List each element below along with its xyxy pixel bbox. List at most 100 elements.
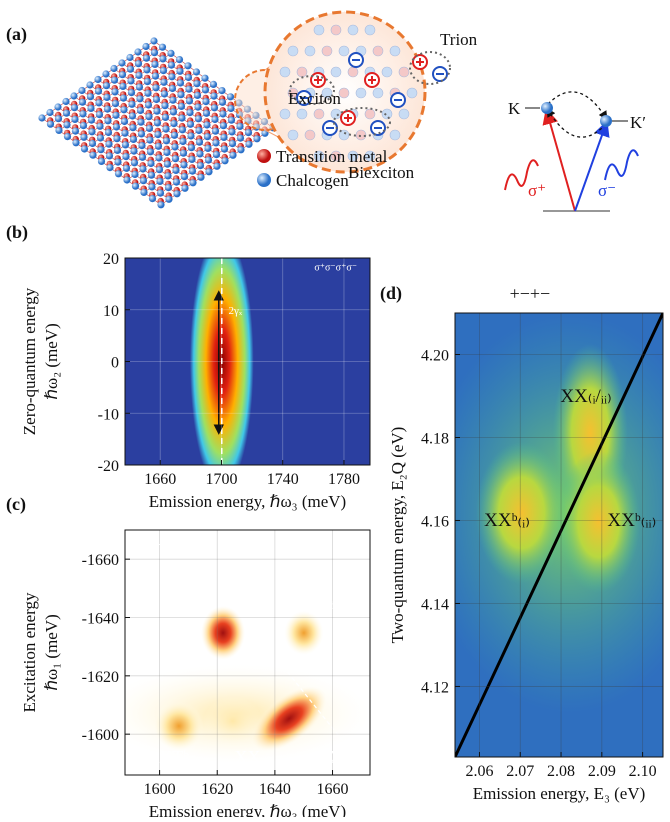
chalcogen-atom (228, 140, 237, 148)
x-tick-label: 1620 (201, 781, 233, 798)
zoom-atom (398, 108, 410, 120)
chalcogen-atom (177, 91, 185, 99)
chalcogen-atom (211, 127, 220, 135)
chalcogen-atom (164, 172, 172, 180)
chalcogen-atom (146, 136, 154, 144)
x-tick-label: 2.06 (465, 763, 493, 780)
chalcogen-atom (118, 59, 126, 67)
annotation: +−+− (133, 538, 167, 554)
chalcogen-atom (130, 159, 139, 167)
zoom-atom (355, 129, 367, 141)
chalcogen-atom (196, 162, 205, 170)
chalcogen-atom (135, 83, 144, 91)
chalcogen-atom (139, 177, 148, 185)
zoom-atom (389, 45, 401, 57)
valley-label: K (508, 99, 521, 118)
chalcogen-atom (245, 140, 253, 148)
chalcogen-atom (54, 115, 63, 123)
x-tick-label: 1660 (317, 781, 349, 798)
chalcogen-atom (88, 139, 97, 148)
chalcogen-atom (122, 164, 131, 172)
x-tick-label: 2.09 (588, 763, 616, 780)
panel: 2.06 2.07 2.08 2.09 2.10 4.12 4.14 4.16 4.18 4.20… (380, 283, 664, 803)
zoom-atom (313, 150, 325, 162)
zoom-atom (296, 108, 308, 120)
chalcogen-atom (219, 122, 228, 130)
zoom-atom (364, 108, 376, 120)
heatmap (125, 530, 370, 775)
chalcogen-atom (136, 95, 144, 103)
chalcogen-atom (194, 103, 202, 111)
chalcogen-atom (138, 153, 147, 161)
chalcogen-atom (193, 91, 202, 99)
photon (604, 149, 639, 181)
photon (504, 159, 539, 191)
chalcogen-atom (227, 104, 235, 113)
chalcogen-atom (158, 43, 167, 51)
chalcogen-atom (135, 71, 143, 79)
biexciton-orbit (333, 107, 391, 137)
chalcogen-atom (46, 120, 55, 128)
diagonal (173, 530, 370, 775)
chalcogen-atom (203, 133, 212, 141)
chalcogen-atom (131, 182, 140, 190)
chalcogen-atom (229, 151, 237, 159)
chalcogen-atom (105, 152, 114, 160)
chalcogen-atom (159, 67, 168, 75)
chalcogen-atom (172, 178, 181, 186)
chalcogen-atom (103, 105, 112, 113)
sigma-plus-arrow (542, 108, 576, 212)
chalcogen-atom (236, 134, 245, 142)
chalcogen-atom (202, 98, 210, 106)
chalcogen-atom (142, 42, 150, 51)
exciton-orbit (289, 75, 335, 105)
heatmap (125, 258, 370, 465)
intensity-blob (556, 450, 641, 593)
annotation: TXᵇ (306, 597, 336, 617)
chalcogen-atom (112, 111, 120, 119)
panel-label: (a) (6, 24, 27, 45)
plot-frame (454, 312, 664, 758)
chalcogen-atom (94, 75, 102, 84)
chalcogen-atom (138, 142, 146, 150)
chalcogen-atom (147, 159, 155, 168)
annotation: XXᵇ₍ᵢ₎ (484, 510, 530, 531)
chalcogen-atom (38, 114, 46, 122)
chalcogen-atom (163, 148, 171, 157)
chalcogen-atom (204, 156, 213, 164)
chalcogen-atom (244, 129, 253, 137)
chalcogen-atom (170, 120, 178, 128)
heatmap (455, 313, 663, 757)
intensity-blob (154, 701, 204, 751)
chalcogen-atom (197, 173, 205, 181)
chalcogen-atom (194, 115, 203, 123)
y-tick-label: 4.20 (421, 347, 449, 364)
chalcogen-atom (87, 116, 96, 124)
chalcogen-atom (126, 53, 134, 62)
chalcogen-atom (120, 117, 129, 126)
valley-state (541, 102, 553, 114)
chalcogen-atom (79, 110, 87, 118)
chalcogen-atom (110, 64, 118, 73)
chalcogen-atom (114, 158, 122, 166)
chalcogen-atom (103, 93, 111, 101)
chalcogen-atom (184, 73, 193, 82)
chalcogen-atom (79, 122, 88, 130)
label: Biexciton (348, 163, 415, 182)
intensity-blob (200, 605, 246, 660)
chalcogen-atom (55, 126, 63, 134)
chalcogen-atom (96, 134, 105, 142)
chalcogen-atom (188, 155, 196, 163)
chalcogen-atom (87, 104, 95, 112)
zoom-atom (296, 66, 308, 78)
charge-sign (344, 114, 352, 122)
zoom-atom (347, 150, 359, 162)
chalcogen-atom (126, 65, 135, 73)
plot-frame (124, 529, 371, 776)
chalcogen-atom (97, 157, 106, 165)
chalcogen-atom (139, 165, 147, 173)
chalcogen-atom (226, 93, 235, 101)
chalcogen-atom (119, 82, 127, 90)
chalcogen-atom (179, 149, 188, 157)
chalcogen-atom (148, 183, 156, 191)
